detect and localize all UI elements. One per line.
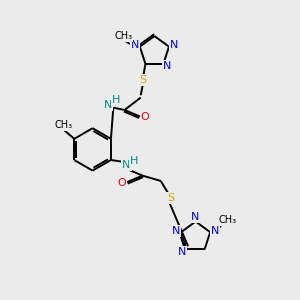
Text: S: S xyxy=(140,75,147,85)
Text: H: H xyxy=(112,95,120,105)
Text: N: N xyxy=(191,212,199,222)
Text: N: N xyxy=(178,247,186,256)
Text: S: S xyxy=(167,193,174,203)
Text: N: N xyxy=(131,40,139,50)
Text: N: N xyxy=(103,100,112,110)
Text: CH₃: CH₃ xyxy=(218,215,236,225)
Text: N: N xyxy=(211,226,219,236)
Text: N: N xyxy=(122,160,131,170)
Text: H: H xyxy=(130,156,139,166)
Text: O: O xyxy=(118,178,126,188)
Text: N: N xyxy=(172,226,180,236)
Text: O: O xyxy=(141,112,149,122)
Text: CH₃: CH₃ xyxy=(54,120,72,130)
Text: N: N xyxy=(170,40,178,50)
Text: CH₃: CH₃ xyxy=(114,31,132,41)
Text: N: N xyxy=(163,61,171,71)
